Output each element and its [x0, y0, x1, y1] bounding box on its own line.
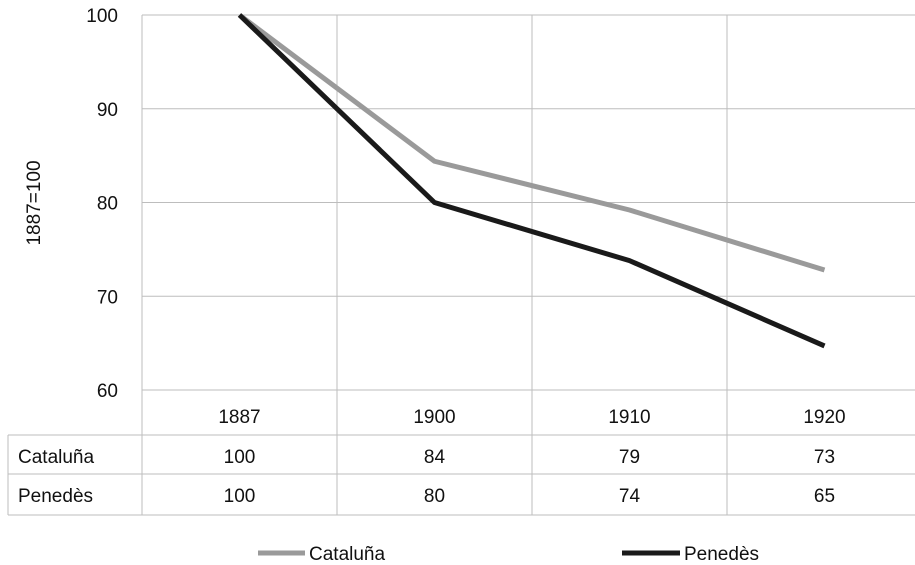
table-cell: 79	[619, 447, 640, 468]
table-cell: 100	[224, 486, 256, 507]
y-tick-label: 70	[97, 287, 118, 308]
y-tick-label: 80	[97, 194, 118, 215]
legend: Cataluña Penedès	[258, 544, 759, 565]
y-axis-title: 1887=100	[24, 160, 45, 245]
table-cell: 100	[224, 447, 256, 468]
table-cell: 80	[424, 486, 445, 507]
table-category-label: 1910	[608, 407, 650, 428]
table-cell: 74	[619, 486, 641, 507]
table-category-label: 1887	[218, 407, 260, 428]
table-category-label: 1920	[803, 407, 845, 428]
table-cell: 84	[424, 447, 446, 468]
series-line-cataluna	[238, 13, 826, 273]
legend-label: Cataluña	[309, 544, 385, 565]
table-row-label: Penedès	[18, 486, 93, 507]
data-table: 1887 1900 1910 1920 Cataluña 100 84 79 73 Penedès…	[18, 407, 846, 507]
legend-label: Penedès	[684, 544, 759, 565]
series-lines	[237, 13, 826, 349]
table-category-label: 1900	[413, 407, 455, 428]
y-tick-labels: 60 70 80 90 100	[86, 6, 118, 402]
grid	[7, 14, 915, 516]
table-cell: 65	[814, 486, 835, 507]
table-cell: 73	[814, 447, 835, 468]
series-line-penedes	[237, 13, 826, 349]
y-tick-label: 100	[86, 6, 118, 27]
y-tick-label: 90	[97, 100, 118, 121]
table-row-label: Cataluña	[18, 447, 94, 468]
y-tick-label: 60	[97, 381, 118, 402]
